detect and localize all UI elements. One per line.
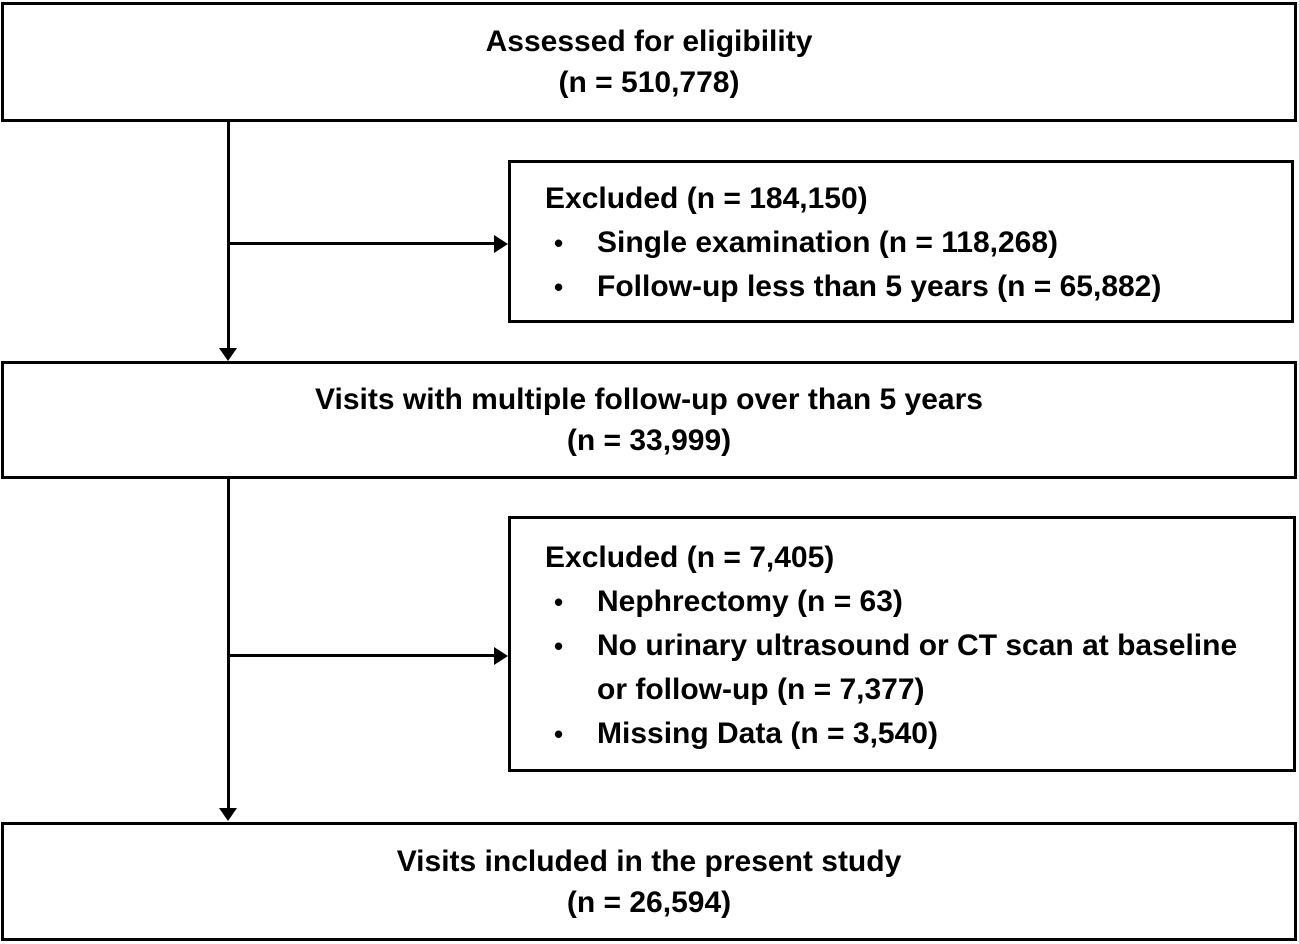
excluded1-item-row: • Follow-up less than 5 years (n = 65,88… xyxy=(545,265,1271,309)
box-visits-count: (n = 33,999) xyxy=(566,424,732,457)
box-included-count: (n = 26,594) xyxy=(566,885,732,919)
bullet-icon: • xyxy=(554,228,564,258)
excluded2-item-row: • Nephrectomy (n = 63) xyxy=(545,580,1273,624)
bullet-icon: • xyxy=(554,719,564,749)
bullet-icon: • xyxy=(554,587,564,617)
bullet-icon: • xyxy=(554,272,564,302)
box-assessed-count: (n = 510,778) xyxy=(558,66,740,99)
box-visits-multiple-followup: Visits with multiple follow-up over than… xyxy=(1,361,1297,479)
box-excluded-2: Excluded (n = 7,405) • Nephrectomy (n = … xyxy=(508,516,1296,772)
excluded1-item-followup-less-5y: Follow-up less than 5 years (n = 65,882) xyxy=(597,270,1162,303)
excluded2-item-row: • Missing Data (n = 3,540) xyxy=(545,712,1273,756)
box-excluded-1: Excluded (n = 184,150) • Single examinat… xyxy=(508,160,1294,323)
connector-to-excluded2-line xyxy=(228,654,494,657)
excluded1-item-row: • Single examination (n = 118,268) xyxy=(545,221,1271,265)
box-assessed-line1: Assessed for eligibility xyxy=(485,25,813,58)
excluded2-item-row: • No urinary ultrasound or CT scan at ba… xyxy=(545,624,1273,712)
bullet-icon: • xyxy=(554,631,564,661)
arrow-down-head-1 xyxy=(219,348,237,361)
box-included-line1: Visits included in the present study xyxy=(396,844,902,878)
box-assessed-for-eligibility: Assessed for eligibility (n = 510,778) xyxy=(1,2,1297,122)
arrow-right-head-1 xyxy=(494,235,508,253)
excluded1-item-single-examination: Single examination (n = 118,268) xyxy=(597,226,1059,259)
arrow-down-head-2 xyxy=(219,808,237,821)
excluded2-item-nephrectomy: Nephrectomy (n = 63) xyxy=(597,585,903,618)
excluded2-title: Excluded (n = 7,405) xyxy=(545,541,835,574)
excluded2-item-no-imaging: No urinary ultrasound or CT scan at base… xyxy=(597,629,1238,706)
connector-assessed-to-visits-line xyxy=(227,122,230,350)
connector-to-excluded1-line xyxy=(228,242,494,245)
excluded2-item-missing-data: Missing Data (n = 3,540) xyxy=(597,717,938,750)
excluded1-title: Excluded (n = 184,150) xyxy=(545,182,868,215)
box-visits-line1: Visits with multiple follow-up over than… xyxy=(315,383,983,416)
box-visits-included: Visits included in the present study (n … xyxy=(1,822,1297,941)
connector-visits-to-included-line xyxy=(227,479,230,809)
arrow-right-head-2 xyxy=(494,647,508,665)
